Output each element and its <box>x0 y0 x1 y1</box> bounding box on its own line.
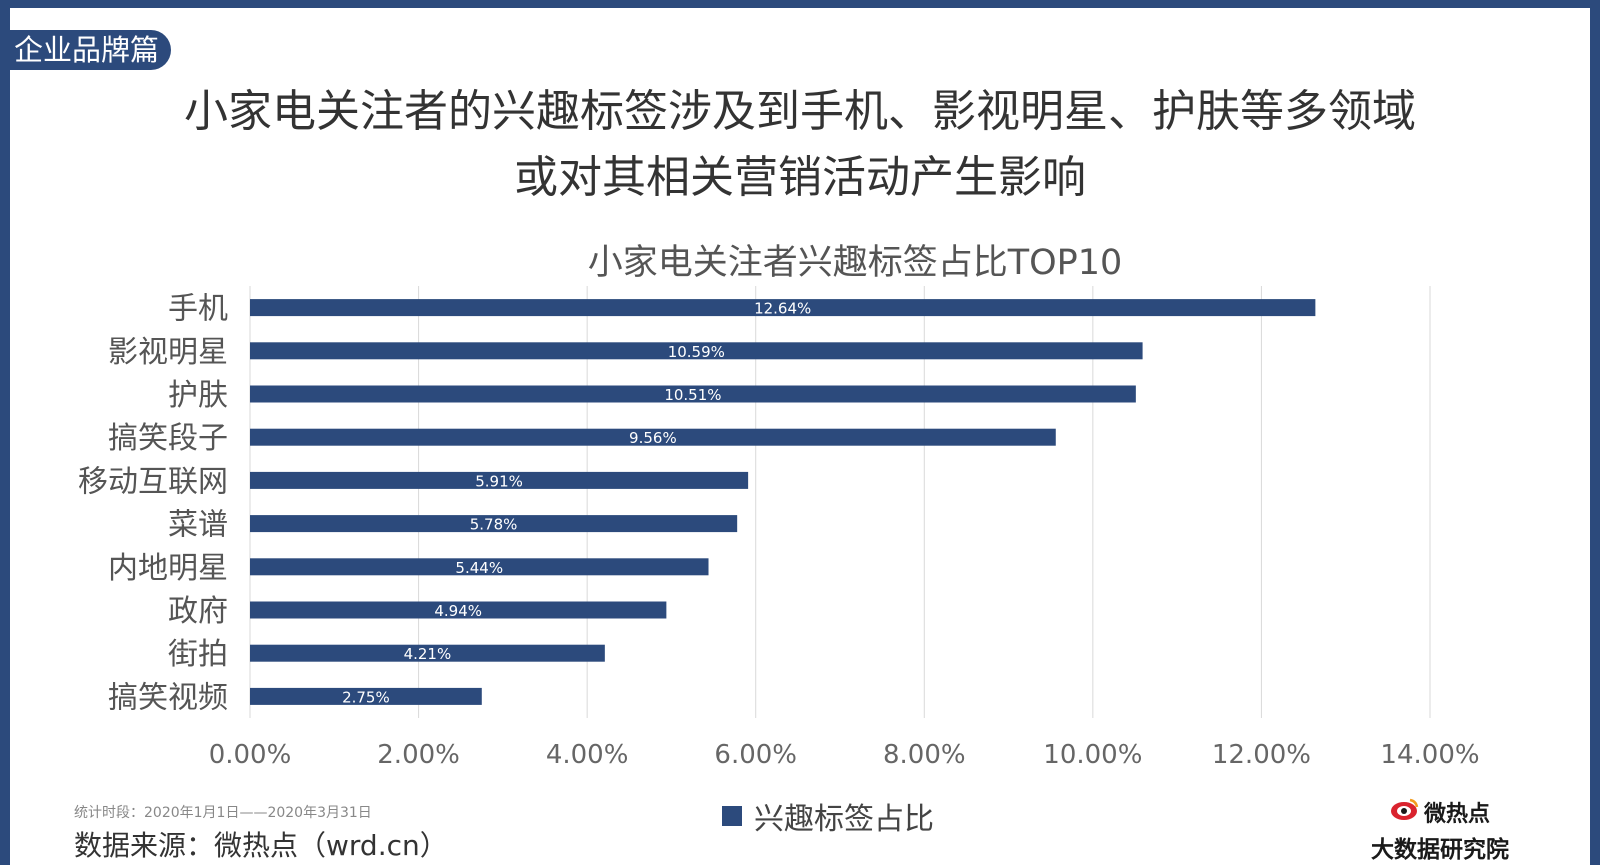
bar-value-label: 4.94% <box>434 602 482 620</box>
category-label: 政府 <box>168 594 228 629</box>
bar-value-label: 5.78% <box>470 516 518 534</box>
category-label: 手机 <box>168 292 228 327</box>
legend-swatch <box>722 806 742 826</box>
footnote-source: 数据来源：微热点（wrd.cn） <box>74 829 448 862</box>
x-tick-label: 10.00% <box>1043 740 1142 770</box>
bar <box>250 428 1056 446</box>
category-label: 移动互联网 <box>78 464 228 499</box>
category-label: 搞笑视频 <box>108 680 228 715</box>
brand-name: 微热点 <box>1423 802 1490 827</box>
chart-title: 小家电关注者兴趣标签占比TOP10 <box>587 243 1123 283</box>
footnote-period: 统计时段：2020年1月1日——2020年3月31日 <box>74 805 372 821</box>
bar <box>250 601 667 619</box>
bar-chart: 12.64% 10.59% 10.51% 9.56% 5.91% 5.78% 5.44% 4.… <box>78 286 1480 770</box>
bar-value-label: 12.64% <box>754 300 811 318</box>
bar-value-label: 10.51% <box>664 386 721 404</box>
bar-value-label: 4.21% <box>404 645 452 663</box>
category-label: 搞笑段子 <box>108 421 228 456</box>
bar <box>250 342 1143 360</box>
bar <box>250 558 709 576</box>
section-tag: 企业品牌篇 <box>10 30 172 70</box>
bar <box>250 644 605 662</box>
weibo-eye-icon <box>1390 797 1420 827</box>
brand-logo: 微热点 大数据研究院 <box>1350 796 1530 864</box>
bars: 12.64% 10.59% 10.51% 9.56% 5.91% 5.78% 5.44% 4.… <box>250 299 1316 706</box>
x-tick-labels: 0.00% 2.00% 4.00% 6.00% 8.00% 10.00% 12.00% 14.… <box>209 740 1480 770</box>
x-tick-label: 12.00% <box>1212 740 1311 770</box>
x-tick-label: 14.00% <box>1380 740 1479 770</box>
bar <box>250 385 1136 403</box>
category-label: 菜谱 <box>168 508 228 543</box>
bar-value-label: 5.44% <box>455 559 503 577</box>
category-label: 护肤 <box>168 378 228 413</box>
slide: 企业品牌篇 小家电关注者的兴趣标签涉及到手机、影视明星、护肤等多领域 或对其相关… <box>10 8 1590 865</box>
bar <box>250 299 1316 317</box>
bar <box>250 471 749 489</box>
bar <box>250 687 482 705</box>
bar <box>250 515 738 533</box>
bar-value-label: 10.59% <box>668 343 725 361</box>
brand-subtitle: 大数据研究院 <box>1371 837 1509 863</box>
category-label: 内地明星 <box>108 551 228 586</box>
bar-value-label: 5.91% <box>475 472 523 490</box>
bar-value-label: 2.75% <box>342 688 390 706</box>
category-label: 影视明星 <box>108 335 228 370</box>
legend-label: 兴趣标签占比 <box>754 802 934 837</box>
x-tick-label: 4.00% <box>546 740 629 770</box>
x-tick-label: 2.00% <box>377 740 460 770</box>
bar-value-label: 9.56% <box>629 429 677 447</box>
x-tick-label: 8.00% <box>883 740 966 770</box>
x-tick-label: 6.00% <box>714 740 797 770</box>
category-label: 街拍 <box>168 637 228 672</box>
headline-line-1: 小家电关注者的兴趣标签涉及到手机、影视明星、护肤等多领域 <box>184 86 1416 137</box>
x-tick-label: 0.00% <box>209 740 292 770</box>
legend: 兴趣标签占比 <box>722 794 934 838</box>
headline-line-2: 或对其相关营销活动产生影响 <box>514 152 1086 203</box>
